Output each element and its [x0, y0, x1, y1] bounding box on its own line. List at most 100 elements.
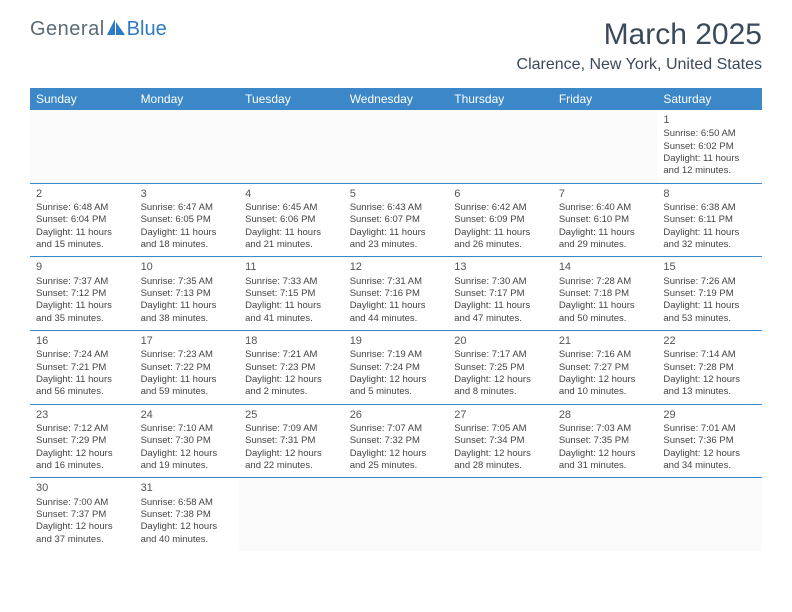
daylight2-text: and 22 minutes. [245, 460, 338, 472]
day-cell: 22Sunrise: 7:14 AMSunset: 7:28 PMDayligh… [657, 331, 762, 405]
daylight2-text: and 59 minutes. [141, 386, 234, 398]
day-number: 23 [36, 408, 129, 422]
day-cell [553, 110, 658, 183]
sunset-text: Sunset: 7:15 PM [245, 288, 338, 300]
day-number: 9 [36, 260, 129, 274]
day-number: 5 [350, 187, 443, 201]
daylight1-text: Daylight: 11 hours [454, 227, 547, 239]
daylight1-text: Daylight: 12 hours [350, 374, 443, 386]
daylight2-text: and 50 minutes. [559, 313, 652, 325]
sunset-text: Sunset: 7:35 PM [559, 435, 652, 447]
daylight2-text: and 31 minutes. [559, 460, 652, 472]
sunrise-text: Sunrise: 7:21 AM [245, 349, 338, 361]
week-row: 16Sunrise: 7:24 AMSunset: 7:21 PMDayligh… [30, 331, 762, 405]
day-cell: 2Sunrise: 6:48 AMSunset: 6:04 PMDaylight… [30, 183, 135, 257]
day-cell [239, 478, 344, 551]
daylight1-text: Daylight: 11 hours [559, 300, 652, 312]
day-number: 15 [663, 260, 756, 274]
logo-general: General [30, 18, 105, 41]
daylight1-text: Daylight: 12 hours [36, 521, 129, 533]
daylight1-text: Daylight: 11 hours [36, 227, 129, 239]
sunset-text: Sunset: 7:27 PM [559, 362, 652, 374]
sunrise-text: Sunrise: 6:50 AM [663, 128, 756, 140]
daylight2-text: and 5 minutes. [350, 386, 443, 398]
sunset-text: Sunset: 6:02 PM [663, 141, 756, 153]
daylight2-text: and 34 minutes. [663, 460, 756, 472]
day-cell: 25Sunrise: 7:09 AMSunset: 7:31 PMDayligh… [239, 404, 344, 478]
day-number: 6 [454, 187, 547, 201]
sunrise-text: Sunrise: 6:47 AM [141, 202, 234, 214]
daylight1-text: Daylight: 11 hours [36, 374, 129, 386]
week-row: 9Sunrise: 7:37 AMSunset: 7:12 PMDaylight… [30, 257, 762, 331]
day-number: 27 [454, 408, 547, 422]
sunset-text: Sunset: 7:17 PM [454, 288, 547, 300]
daylight1-text: Daylight: 11 hours [663, 300, 756, 312]
day-cell: 4Sunrise: 6:45 AMSunset: 6:06 PMDaylight… [239, 183, 344, 257]
title-block: March 2025 Clarence, New York, United St… [517, 18, 762, 74]
sunrise-text: Sunrise: 6:43 AM [350, 202, 443, 214]
day-cell: 10Sunrise: 7:35 AMSunset: 7:13 PMDayligh… [135, 257, 240, 331]
sunset-text: Sunset: 7:28 PM [663, 362, 756, 374]
week-row: 1Sunrise: 6:50 AMSunset: 6:02 PMDaylight… [30, 110, 762, 183]
daylight2-text: and 37 minutes. [36, 534, 129, 546]
day-cell: 16Sunrise: 7:24 AMSunset: 7:21 PMDayligh… [30, 331, 135, 405]
sunrise-text: Sunrise: 7:37 AM [36, 276, 129, 288]
sunset-text: Sunset: 7:19 PM [663, 288, 756, 300]
day-cell: 28Sunrise: 7:03 AMSunset: 7:35 PMDayligh… [553, 404, 658, 478]
sunset-text: Sunset: 6:10 PM [559, 214, 652, 226]
day-cell: 30Sunrise: 7:00 AMSunset: 7:37 PMDayligh… [30, 478, 135, 551]
daylight1-text: Daylight: 11 hours [245, 300, 338, 312]
daylight1-text: Daylight: 11 hours [663, 227, 756, 239]
sunset-text: Sunset: 7:21 PM [36, 362, 129, 374]
daylight2-text: and 21 minutes. [245, 239, 338, 251]
sunrise-text: Sunrise: 7:03 AM [559, 423, 652, 435]
sunset-text: Sunset: 7:30 PM [141, 435, 234, 447]
sunset-text: Sunset: 7:38 PM [141, 509, 234, 521]
day-cell: 26Sunrise: 7:07 AMSunset: 7:32 PMDayligh… [344, 404, 449, 478]
header: General Blue March 2025 Clarence, New Yo… [30, 18, 762, 74]
sunrise-text: Sunrise: 7:14 AM [663, 349, 756, 361]
header-row: Sunday Monday Tuesday Wednesday Thursday… [30, 88, 762, 110]
daylight2-text: and 8 minutes. [454, 386, 547, 398]
sunrise-text: Sunrise: 7:05 AM [454, 423, 547, 435]
col-sunday: Sunday [30, 88, 135, 110]
daylight2-text: and 18 minutes. [141, 239, 234, 251]
day-number: 20 [454, 334, 547, 348]
day-number: 10 [141, 260, 234, 274]
daylight2-text: and 29 minutes. [559, 239, 652, 251]
day-number: 26 [350, 408, 443, 422]
week-row: 2Sunrise: 6:48 AMSunset: 6:04 PMDaylight… [30, 183, 762, 257]
day-number: 11 [245, 260, 338, 274]
day-cell: 27Sunrise: 7:05 AMSunset: 7:34 PMDayligh… [448, 404, 553, 478]
sunset-text: Sunset: 7:22 PM [141, 362, 234, 374]
daylight2-text: and 19 minutes. [141, 460, 234, 472]
sunrise-text: Sunrise: 7:28 AM [559, 276, 652, 288]
day-number: 8 [663, 187, 756, 201]
sunset-text: Sunset: 6:07 PM [350, 214, 443, 226]
sunrise-text: Sunrise: 6:42 AM [454, 202, 547, 214]
day-cell: 31Sunrise: 6:58 AMSunset: 7:38 PMDayligh… [135, 478, 240, 551]
daylight1-text: Daylight: 11 hours [350, 300, 443, 312]
sunset-text: Sunset: 7:37 PM [36, 509, 129, 521]
day-cell: 19Sunrise: 7:19 AMSunset: 7:24 PMDayligh… [344, 331, 449, 405]
daylight1-text: Daylight: 12 hours [245, 448, 338, 460]
col-tuesday: Tuesday [239, 88, 344, 110]
sunrise-text: Sunrise: 6:45 AM [245, 202, 338, 214]
day-number: 2 [36, 187, 129, 201]
sunset-text: Sunset: 6:11 PM [663, 214, 756, 226]
daylight2-text: and 53 minutes. [663, 313, 756, 325]
daylight1-text: Daylight: 11 hours [559, 227, 652, 239]
day-cell: 18Sunrise: 7:21 AMSunset: 7:23 PMDayligh… [239, 331, 344, 405]
sunrise-text: Sunrise: 7:23 AM [141, 349, 234, 361]
daylight1-text: Daylight: 11 hours [454, 300, 547, 312]
month-title: March 2025 [517, 18, 762, 52]
day-number: 16 [36, 334, 129, 348]
day-number: 29 [663, 408, 756, 422]
day-number: 14 [559, 260, 652, 274]
daylight2-text: and 26 minutes. [454, 239, 547, 251]
daylight1-text: Daylight: 12 hours [559, 374, 652, 386]
sunset-text: Sunset: 7:18 PM [559, 288, 652, 300]
day-number: 3 [141, 187, 234, 201]
logo-sail-icon [107, 19, 127, 35]
day-number: 25 [245, 408, 338, 422]
